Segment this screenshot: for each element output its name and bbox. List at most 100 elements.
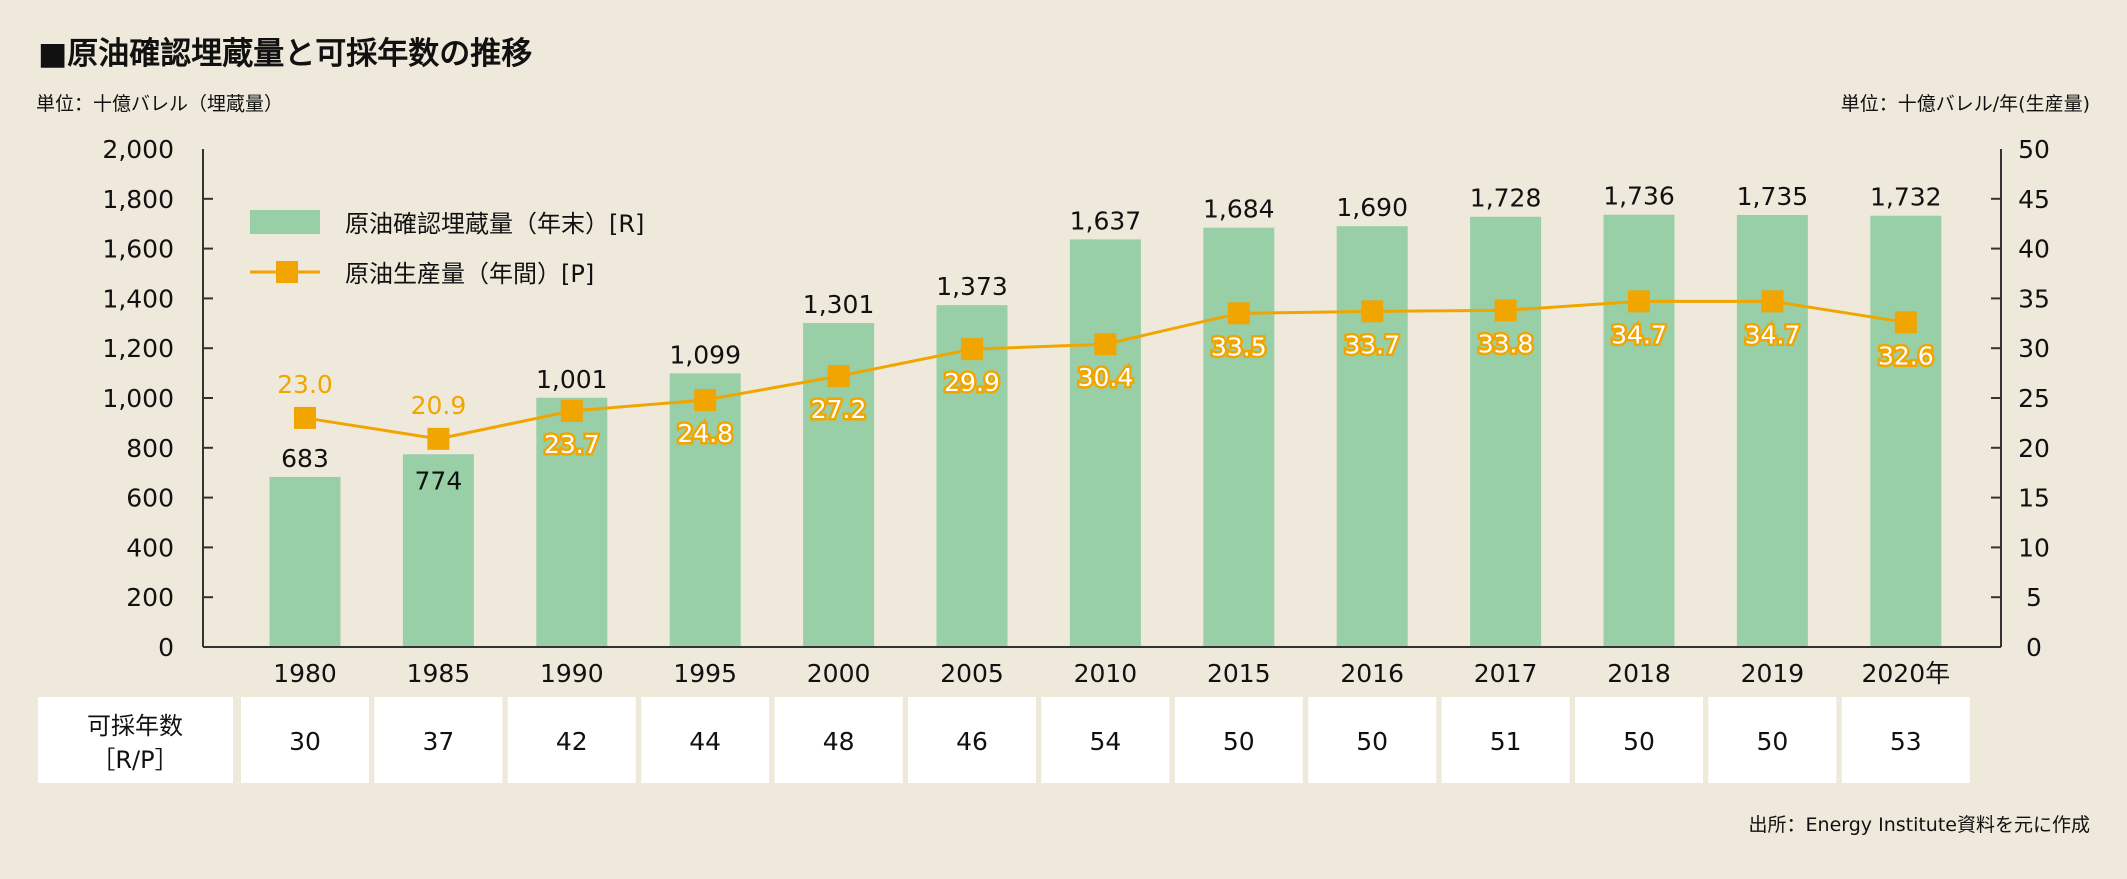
table-label-cell [38, 697, 233, 783]
right-tick-label: 30 [2018, 334, 2050, 363]
reserve-label: 1,735 [1737, 182, 1809, 211]
x-tick-label: 2020年 [1861, 659, 1950, 688]
right-tick-label: 0 [2026, 633, 2042, 662]
x-tick-label: 1990 [540, 659, 604, 688]
production-label: 34.7 [1611, 320, 1667, 349]
x-tick-label: 2017 [1474, 659, 1538, 688]
table-label-line2: ［R/P］ [91, 746, 178, 774]
table-cell [1708, 697, 1837, 783]
production-label: 33.7 [1344, 330, 1400, 359]
right-tick-label: 10 [2018, 533, 2050, 562]
table-value: 42 [556, 727, 588, 756]
bar-2019 [1736, 214, 1808, 648]
production-label: 24.8 [677, 419, 733, 448]
bar-2010 [1069, 239, 1141, 647]
production-label: 20.9 [411, 391, 467, 420]
right-tick-label: 20 [2018, 434, 2050, 463]
production-marker-2020年 [1894, 311, 1917, 334]
table-value: 50 [1356, 727, 1388, 756]
right-tick-label: 15 [2018, 484, 2050, 513]
left-axis-unit: 単位：十億バレル（埋蔵量） [36, 93, 283, 115]
right-axis-unit: 単位：十億バレル/年(生産量) [1841, 93, 2090, 115]
right-tick-label: 25 [2018, 384, 2050, 413]
legend-bar-swatch [250, 210, 320, 234]
production-marker-2000 [827, 365, 850, 388]
x-tick-label: 2000 [807, 659, 871, 688]
table-value: 37 [422, 727, 454, 756]
table-cell [1575, 697, 1703, 783]
table-value: 51 [1490, 727, 1522, 756]
bar-2015 [1203, 227, 1275, 647]
production-marker-2016 [1361, 300, 1384, 323]
table-cell [1174, 697, 1303, 783]
x-tick-label: 2019 [1741, 659, 1805, 688]
production-marker-2019 [1761, 290, 1784, 313]
right-tick-label: 45 [2018, 185, 2050, 214]
table-cell [1041, 697, 1170, 783]
table-value: 30 [289, 727, 321, 756]
x-tick-label: 1980 [273, 659, 337, 688]
left-tick-label: 1,400 [102, 284, 174, 313]
reserve-label: 1,684 [1203, 195, 1275, 224]
legend-bar-label: 原油確認埋蔵量（年末）[R] [345, 210, 644, 238]
table-value: 46 [956, 727, 988, 756]
x-tick-label: 2010 [1074, 659, 1138, 688]
production-label: 27.2 [811, 395, 867, 424]
table-value: 44 [689, 727, 721, 756]
x-tick-label: 2018 [1607, 659, 1671, 688]
x-tick-label: 1985 [407, 659, 471, 688]
table-value: 50 [1756, 727, 1788, 756]
bar-1985 [402, 454, 474, 647]
x-tick-label: 2015 [1207, 659, 1271, 688]
production-label: 29.9 [944, 368, 1000, 397]
chart-title: ■原油確認埋蔵量と可採年数の推移 [38, 36, 532, 72]
production-marker-1990 [560, 399, 583, 422]
left-tick-label: 1,600 [102, 235, 174, 264]
reserve-label: 683 [281, 444, 329, 473]
right-tick-label: 35 [2018, 284, 2050, 313]
production-marker-2017 [1494, 299, 1517, 322]
table-value: 54 [1089, 727, 1121, 756]
bar-2018 [1603, 214, 1675, 647]
left-tick-label: 0 [158, 633, 174, 662]
production-marker-2010 [1094, 333, 1117, 356]
rp-table: 可採年数 ［R/P］ 30 37 42 44 48 46 54 50 50 51 50 50 53 [38, 697, 1970, 783]
x-tick-label: 2005 [940, 659, 1004, 688]
reserve-label: 1,099 [669, 340, 741, 369]
production-label: 32.6 [1878, 341, 1934, 370]
bar-2005 [936, 305, 1008, 647]
bar-2020年 [1870, 215, 1942, 647]
left-tick-label: 600 [126, 484, 174, 513]
right-tick-label: 50 [2018, 135, 2050, 164]
production-marker-2015 [1227, 302, 1250, 325]
reserve-label: 1,373 [936, 272, 1008, 301]
legend: 原油確認埋蔵量（年末）[R] 原油生産量（年間）[P] [250, 210, 644, 288]
reserve-label: 1,728 [1470, 184, 1542, 213]
table-value: 50 [1623, 727, 1655, 756]
reserve-label: 774 [415, 466, 463, 495]
table-cell [241, 697, 369, 783]
x-tick-label: 2016 [1340, 659, 1404, 688]
production-label: 33.8 [1478, 329, 1534, 358]
left-tick-label: 1,200 [102, 334, 174, 363]
table-cell [908, 697, 1036, 783]
table-cell [374, 697, 503, 783]
legend-line-label: 原油生産量（年間）[P] [345, 260, 594, 288]
table-value: 50 [1223, 727, 1255, 756]
table-cell [774, 697, 903, 783]
production-marker-1995 [694, 388, 717, 411]
right-tick-label: 5 [2026, 583, 2042, 612]
table-cell [1841, 697, 1970, 783]
legend-line-marker [276, 261, 298, 283]
reserve-label: 1,732 [1870, 183, 1942, 212]
production-label: 30.4 [1078, 363, 1134, 392]
left-tick-label: 400 [126, 533, 174, 562]
bar-2017 [1470, 216, 1542, 647]
reserve-label: 1,736 [1603, 182, 1675, 211]
table-value: 48 [823, 727, 855, 756]
left-tick-label: 2,000 [102, 135, 174, 164]
bar-1995 [669, 373, 741, 647]
left-tick-label: 200 [126, 583, 174, 612]
production-label: 23.7 [544, 430, 600, 459]
